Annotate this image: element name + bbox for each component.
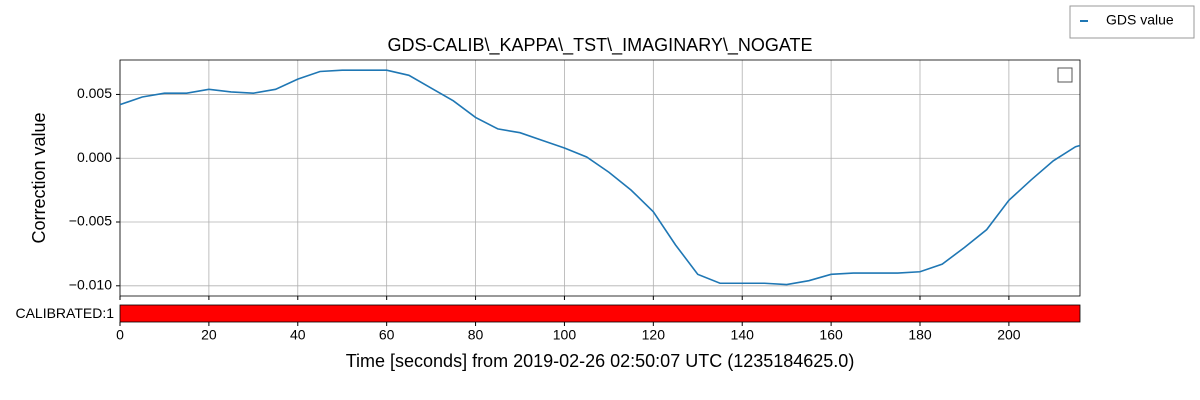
y-tick-label: −0.010 [69, 276, 112, 292]
chart-title: GDS-CALIB\_KAPPA\_TST\_IMAGINARY\_NOGATE [387, 35, 812, 56]
y-tick-label: 0.005 [77, 85, 112, 101]
x-tick-label: 120 [642, 327, 666, 343]
y-tick-label: 0.000 [77, 149, 112, 165]
legend [1069, 5, 1195, 39]
x-tick-label: 20 [201, 327, 217, 343]
x-tick-label: 140 [731, 327, 755, 343]
plot-frame [119, 59, 1081, 297]
x-axis-label: Time [seconds] from 2019-02-26 02:50:07 … [346, 351, 855, 371]
x-tick-label: 80 [468, 327, 484, 343]
x-tick-label: 60 [379, 327, 395, 343]
x-tick-label: 200 [997, 327, 1021, 343]
legend-label: GDS value [1106, 12, 1174, 28]
x-tick-label: 100 [553, 327, 577, 343]
segment-label: CALIBRATED:1 [15, 305, 114, 321]
segment-bar [120, 305, 1080, 322]
y-tick-label: −0.005 [69, 213, 112, 229]
x-tick-label: 0 [116, 327, 124, 343]
x-tick-label: 160 [819, 327, 843, 343]
empty-legend [1057, 67, 1073, 83]
x-tick-label: 180 [908, 327, 932, 343]
y-axis-label: Correction value [29, 112, 49, 243]
strip-frame [119, 304, 1081, 323]
x-tick-label: 40 [290, 327, 306, 343]
data-line [119, 69, 1081, 286]
